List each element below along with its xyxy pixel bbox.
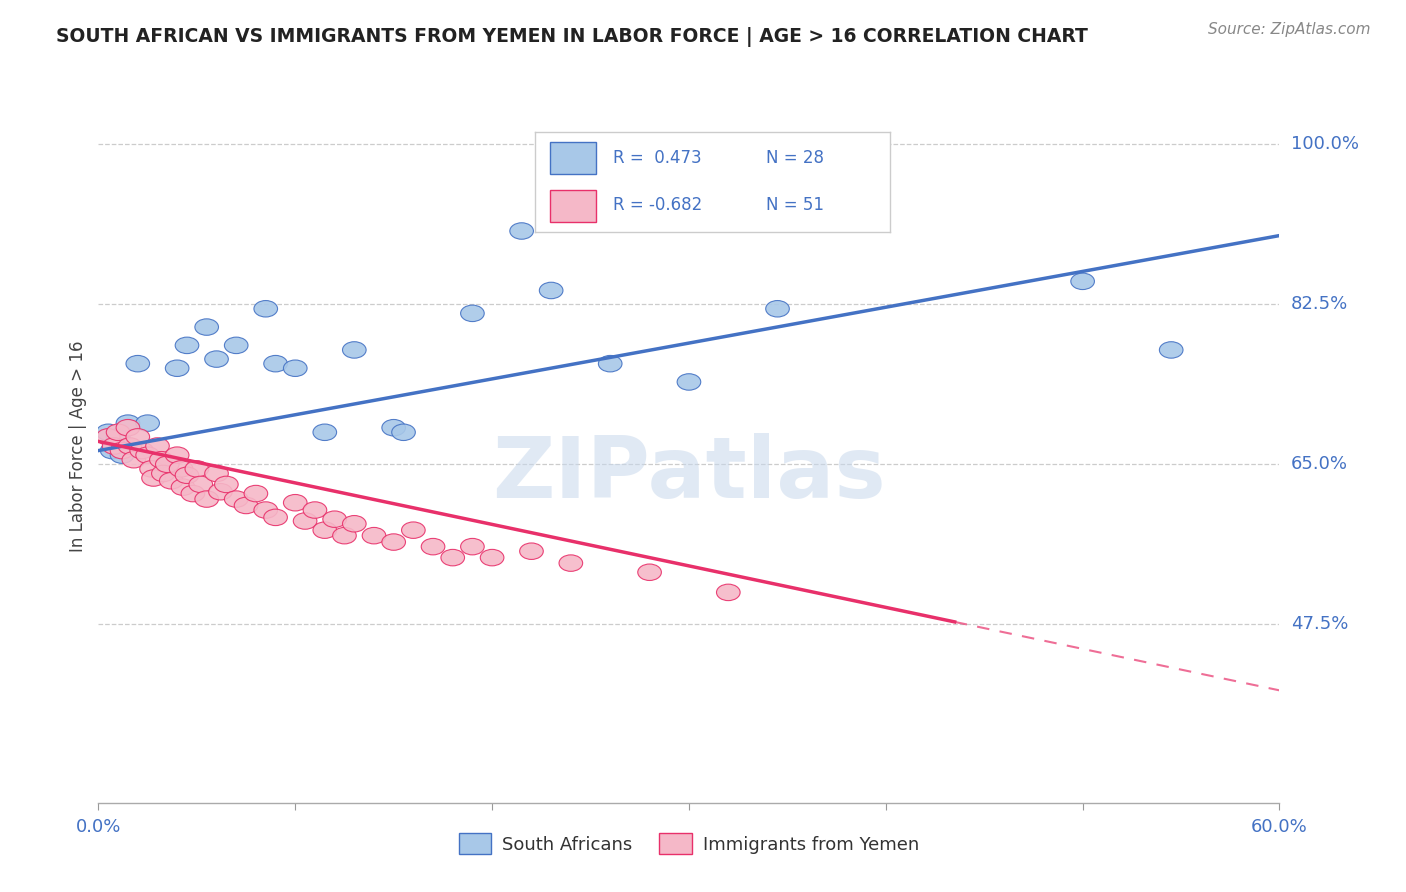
Ellipse shape [169, 460, 193, 477]
Ellipse shape [225, 491, 247, 508]
Ellipse shape [149, 451, 173, 468]
Ellipse shape [117, 419, 139, 436]
Ellipse shape [127, 429, 149, 445]
Ellipse shape [461, 305, 484, 322]
Ellipse shape [314, 522, 336, 539]
Ellipse shape [110, 442, 134, 458]
Ellipse shape [166, 360, 188, 376]
Ellipse shape [766, 301, 789, 317]
Text: 100.0%: 100.0% [1291, 135, 1358, 153]
Ellipse shape [520, 543, 543, 559]
Ellipse shape [599, 355, 621, 372]
Ellipse shape [717, 584, 740, 600]
Ellipse shape [122, 451, 146, 468]
Ellipse shape [159, 473, 183, 489]
Ellipse shape [441, 549, 464, 566]
Ellipse shape [402, 522, 425, 539]
Ellipse shape [195, 318, 218, 335]
Ellipse shape [139, 460, 163, 477]
Ellipse shape [215, 476, 238, 492]
Ellipse shape [205, 351, 228, 368]
Text: 47.5%: 47.5% [1291, 615, 1348, 633]
Ellipse shape [110, 447, 134, 463]
Ellipse shape [117, 415, 139, 432]
Ellipse shape [97, 424, 120, 441]
Ellipse shape [422, 539, 444, 555]
Ellipse shape [129, 442, 153, 458]
Ellipse shape [1071, 273, 1094, 290]
Ellipse shape [107, 424, 129, 441]
Ellipse shape [156, 456, 179, 473]
Ellipse shape [314, 424, 336, 441]
Ellipse shape [461, 539, 484, 555]
Ellipse shape [118, 438, 142, 454]
Ellipse shape [392, 424, 415, 441]
Ellipse shape [225, 337, 247, 353]
Ellipse shape [254, 502, 277, 518]
Ellipse shape [540, 282, 562, 299]
Ellipse shape [1160, 342, 1182, 359]
Text: ZIPatlas: ZIPatlas [492, 433, 886, 516]
Ellipse shape [136, 447, 159, 463]
Ellipse shape [245, 485, 267, 502]
Ellipse shape [382, 533, 405, 550]
Ellipse shape [284, 360, 307, 376]
Text: SOUTH AFRICAN VS IMMIGRANTS FROM YEMEN IN LABOR FORCE | AGE > 16 CORRELATION CHA: SOUTH AFRICAN VS IMMIGRANTS FROM YEMEN I… [56, 27, 1088, 46]
Ellipse shape [382, 419, 405, 436]
Ellipse shape [176, 467, 198, 483]
Ellipse shape [208, 483, 232, 500]
Ellipse shape [103, 438, 127, 454]
Legend: South Africans, Immigrants from Yemen: South Africans, Immigrants from Yemen [451, 826, 927, 862]
Text: Source: ZipAtlas.com: Source: ZipAtlas.com [1208, 22, 1371, 37]
Ellipse shape [510, 223, 533, 239]
Ellipse shape [343, 516, 366, 532]
Ellipse shape [205, 466, 228, 482]
Ellipse shape [97, 429, 120, 445]
Ellipse shape [186, 460, 208, 477]
Ellipse shape [560, 555, 582, 572]
Ellipse shape [127, 355, 149, 372]
Ellipse shape [343, 342, 366, 359]
Ellipse shape [188, 476, 212, 492]
Ellipse shape [176, 337, 198, 353]
Ellipse shape [100, 442, 124, 458]
Ellipse shape [254, 301, 277, 317]
Ellipse shape [638, 564, 661, 581]
Ellipse shape [146, 438, 169, 454]
Ellipse shape [304, 502, 326, 518]
Ellipse shape [107, 429, 129, 445]
Ellipse shape [333, 527, 356, 544]
Ellipse shape [235, 497, 257, 514]
Ellipse shape [323, 511, 346, 527]
Ellipse shape [264, 509, 287, 525]
Ellipse shape [481, 549, 503, 566]
Ellipse shape [142, 470, 166, 486]
Ellipse shape [284, 494, 307, 511]
Y-axis label: In Labor Force | Age > 16: In Labor Force | Age > 16 [69, 340, 87, 552]
Ellipse shape [363, 527, 385, 544]
Ellipse shape [264, 355, 287, 372]
Ellipse shape [166, 447, 188, 463]
Ellipse shape [678, 374, 700, 390]
Ellipse shape [172, 479, 195, 495]
Ellipse shape [569, 172, 592, 189]
Text: 82.5%: 82.5% [1291, 295, 1348, 313]
Ellipse shape [181, 485, 205, 502]
Text: 65.0%: 65.0% [1291, 455, 1347, 474]
Ellipse shape [195, 491, 218, 508]
Ellipse shape [152, 466, 176, 482]
Ellipse shape [136, 415, 159, 432]
Ellipse shape [294, 513, 316, 529]
